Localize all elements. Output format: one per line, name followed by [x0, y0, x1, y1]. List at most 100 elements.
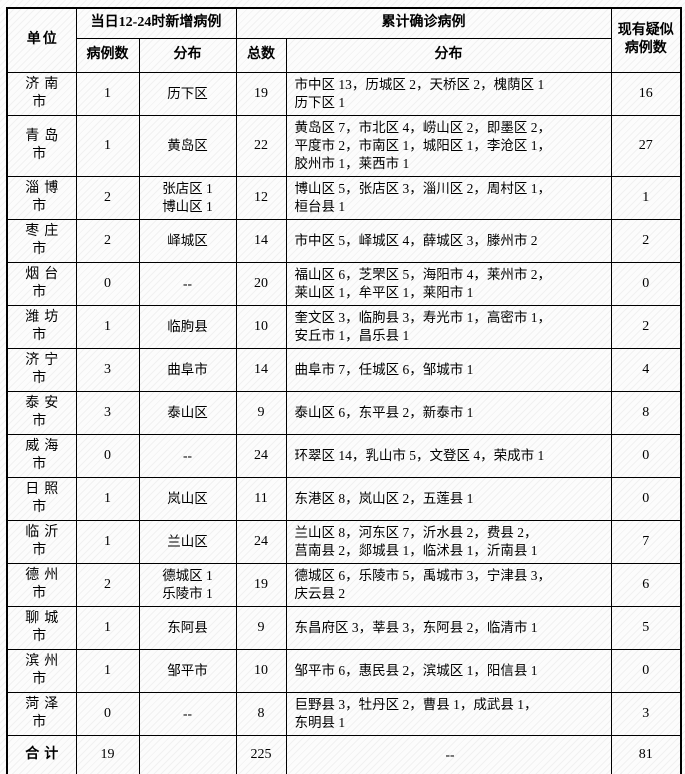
cum-dist-cell: 黄岛区 7，市北区 4，崂山区 2，即墨区 2， 平度市 2，市南区 1，城阳区… — [285, 114, 612, 177]
cum-dist-cell: 兰山区 8，河东区 7，沂水县 2，费县 2， 莒南县 2，郯城县 1，临沭县 … — [285, 519, 612, 564]
new-count-cell: 19 — [75, 734, 140, 774]
suspected-count-cell: 0 — [610, 261, 682, 306]
header-cumulative-group: 累计确诊病例 — [235, 7, 612, 39]
suspected-count-cell: 81 — [610, 734, 682, 774]
header-cum-dist: 分布 — [285, 37, 612, 73]
table-row: 青岛市 1 黄岛区 22 黄岛区 7，市北区 4，崂山区 2，即墨区 2， 平度市 2，… — [6, 114, 682, 177]
new-count-cell: 0 — [75, 433, 140, 478]
new-dist-cell: 邹平市 — [138, 648, 237, 693]
cum-dist-cell: 博山区 5，张店区 3，淄川区 2，周村区 1， 桓台县 1 — [285, 175, 612, 220]
cum-dist-cell: -- — [285, 734, 612, 774]
new-dist-cell: -- — [138, 433, 237, 478]
cum-dist-cell: 巨野县 3，牡丹区 2，曹县 1，成武县 1， 东明县 1 — [285, 691, 612, 736]
city-cell: 菏泽市 — [6, 691, 77, 736]
suspected-count-cell: 2 — [610, 218, 682, 263]
total-row: 合计 19 225 -- 81 — [6, 734, 682, 774]
cum-total-cell: 24 — [235, 519, 287, 564]
cum-total-cell: 14 — [235, 347, 287, 392]
new-dist-cell: 张店区 1 博山区 1 — [138, 175, 237, 220]
new-count-cell: 2 — [75, 175, 140, 220]
city-cell: 滨州市 — [6, 648, 77, 693]
cum-dist-cell: 泰山区 6，东平县 2，新泰市 1 — [285, 390, 612, 435]
suspected-count-cell: 0 — [610, 648, 682, 693]
new-dist-cell: 泰山区 — [138, 390, 237, 435]
new-dist-cell: -- — [138, 691, 237, 736]
suspected-count-cell: 8 — [610, 390, 682, 435]
suspected-count-cell: 1 — [610, 175, 682, 220]
header-new-count: 病例数 — [75, 37, 140, 73]
city-cell: 青岛市 — [6, 114, 77, 177]
new-dist-cell — [138, 734, 237, 774]
cum-total-cell: 225 — [235, 734, 287, 774]
new-dist-cell: -- — [138, 261, 237, 306]
header-unit: 单位 — [6, 7, 77, 73]
cum-total-cell: 10 — [235, 648, 287, 693]
cum-total-cell: 11 — [235, 476, 287, 521]
city-cell: 泰安市 — [6, 390, 77, 435]
cum-dist-cell: 东港区 8，岚山区 2，五莲县 1 — [285, 476, 612, 521]
city-cell: 聊城市 — [6, 605, 77, 650]
new-dist-cell: 岚山区 — [138, 476, 237, 521]
new-dist-cell: 峄城区 — [138, 218, 237, 263]
new-count-cell: 1 — [75, 519, 140, 564]
new-count-cell: 3 — [75, 347, 140, 392]
city-cell: 烟台市 — [6, 261, 77, 306]
new-count-cell: 1 — [75, 304, 140, 349]
suspected-count-cell: 2 — [610, 304, 682, 349]
new-dist-cell: 兰山区 — [138, 519, 237, 564]
city-cell: 济南市 — [6, 71, 77, 116]
new-count-cell: 1 — [75, 605, 140, 650]
header-new-dist: 分布 — [138, 37, 237, 73]
new-dist-cell: 黄岛区 — [138, 114, 237, 177]
new-dist-cell: 临朐县 — [138, 304, 237, 349]
table-row: 德州市 2 德城区 1 乐陵市 1 19 德城区 6，乐陵市 5，禹城市 3，宁津县 3… — [6, 562, 682, 607]
city-cell: 济宁市 — [6, 347, 77, 392]
cum-dist-cell: 福山区 6，芝罘区 5，海阳市 4，莱州市 2， 莱山区 1，牟平区 1，莱阳市… — [285, 261, 612, 306]
city-cell: 德州市 — [6, 562, 77, 607]
cum-total-cell: 19 — [235, 562, 287, 607]
cum-dist-cell: 奎文区 3，临朐县 3，寿光市 1，高密市 1， 安丘市 1，昌乐县 1 — [285, 304, 612, 349]
cum-dist-cell: 市中区 5，峄城区 4，薛城区 3，滕州市 2 — [285, 218, 612, 263]
new-count-cell: 0 — [75, 691, 140, 736]
header-suspected: 现有疑似 病例数 — [610, 7, 682, 73]
city-cell: 临沂市 — [6, 519, 77, 564]
cum-total-cell: 12 — [235, 175, 287, 220]
table-row: 临沂市 1 兰山区 24 兰山区 8，河东区 7，沂水县 2，费县 2， 莒南县 2，郯… — [6, 519, 682, 564]
cum-total-cell: 8 — [235, 691, 287, 736]
cum-total-cell: 24 — [235, 433, 287, 478]
new-dist-cell: 东阿县 — [138, 605, 237, 650]
new-count-cell: 1 — [75, 71, 140, 116]
cum-dist-cell: 环翠区 14，乳山市 5，文登区 4，荣成市 1 — [285, 433, 612, 478]
header-new-cases-group: 当日12-24时新增病例 — [75, 7, 237, 39]
cum-dist-cell: 曲阜市 7，任城区 6，邹城市 1 — [285, 347, 612, 392]
cum-total-cell: 10 — [235, 304, 287, 349]
cum-total-cell: 14 — [235, 218, 287, 263]
new-dist-cell: 曲阜市 — [138, 347, 237, 392]
table-row: 烟台市 0 -- 20 福山区 6，芝罘区 5，海阳市 4，莱州市 2， 莱山区 1，牟… — [6, 261, 682, 306]
new-dist-cell: 历下区 — [138, 71, 237, 116]
city-cell: 威海市 — [6, 433, 77, 478]
cum-total-cell: 19 — [235, 71, 287, 116]
suspected-count-cell: 27 — [610, 114, 682, 177]
suspected-count-cell: 0 — [610, 476, 682, 521]
cum-total-cell: 20 — [235, 261, 287, 306]
suspected-count-cell: 6 — [610, 562, 682, 607]
suspected-count-cell: 5 — [610, 605, 682, 650]
new-dist-cell: 德城区 1 乐陵市 1 — [138, 562, 237, 607]
new-count-cell: 3 — [75, 390, 140, 435]
cum-total-cell: 9 — [235, 605, 287, 650]
suspected-count-cell: 7 — [610, 519, 682, 564]
header-cum-total: 总数 — [235, 37, 287, 73]
table-row: 潍坊市 1 临朐县 10 奎文区 3，临朐县 3，寿光市 1，高密市 1， 安丘市 1，… — [6, 304, 682, 349]
cum-total-cell: 22 — [235, 114, 287, 177]
city-cell: 淄博市 — [6, 175, 77, 220]
